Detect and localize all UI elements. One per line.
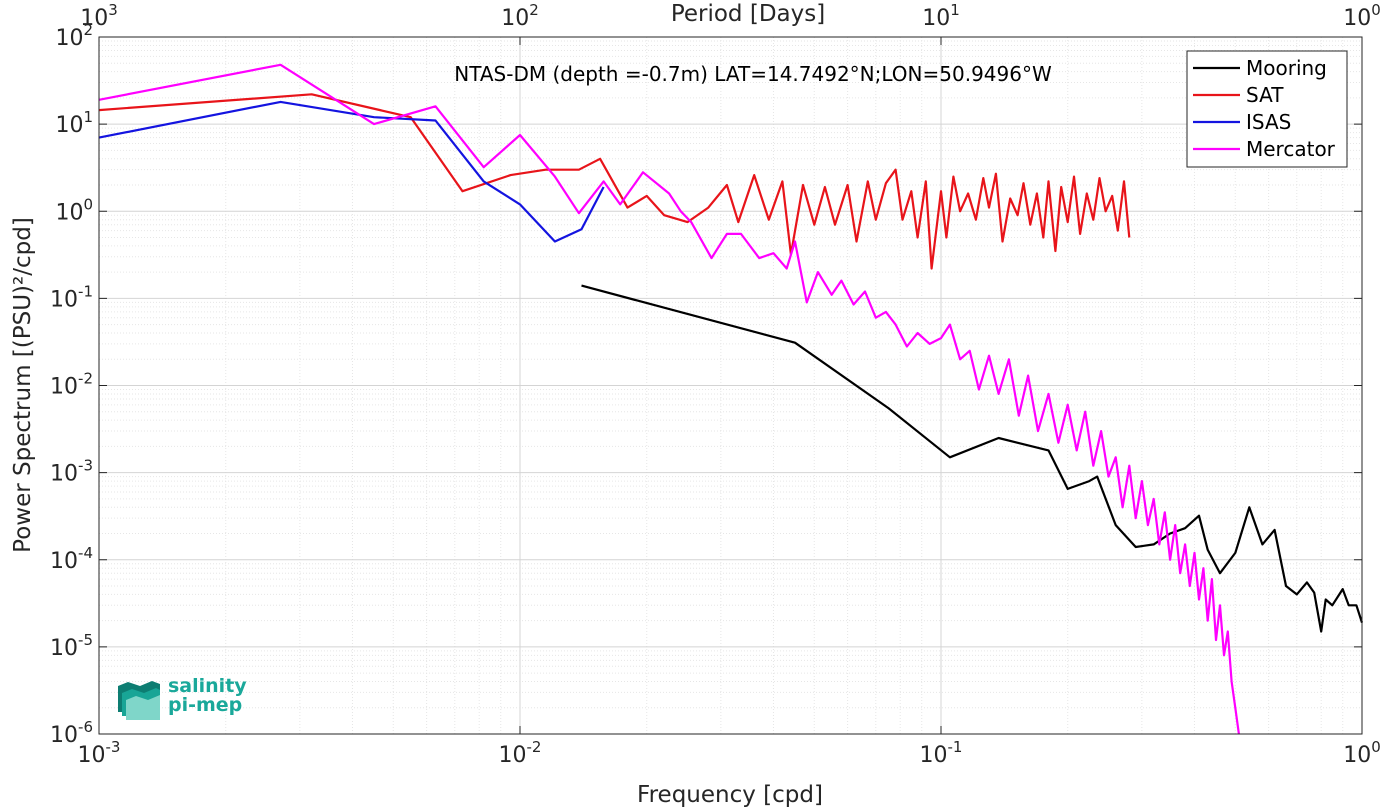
y-tick-label: 10-3 [50, 457, 93, 487]
y-axis-title: Power Spectrum [(PSU)²/cpd] [10, 217, 36, 553]
y-tick-label: 10-5 [50, 631, 93, 661]
logo-mark-icon [118, 681, 160, 720]
x-tick-label: 10-2 [499, 738, 542, 768]
series-line-sat [98, 93, 1131, 270]
y-tick-label: 100 [55, 195, 93, 225]
legend-label-mercator: Mercator [1246, 137, 1336, 161]
grid [98, 37, 1362, 735]
x-axis-title: Frequency [cpd] [637, 782, 823, 808]
x-tick-label: 10-1 [920, 738, 963, 768]
salinity-pi-mep-logo: salinity pi-mep [118, 675, 247, 720]
logo-line1: salinity [168, 675, 247, 697]
top-tick-label: 101 [922, 1, 960, 31]
x-tick-label: 10-3 [78, 738, 121, 768]
legend-label-mooring: Mooring [1246, 56, 1327, 80]
y-tick-label: 101 [55, 108, 93, 138]
series-layer [98, 63, 1364, 735]
legend-label-isas: ISAS [1246, 110, 1291, 134]
top-axis-title: Period [Days] [671, 1, 825, 27]
top-tick-label: 100 [1343, 1, 1381, 31]
legend-label-sat: SAT [1246, 83, 1284, 107]
series-line-isas [98, 100, 605, 243]
series-line-mercator [98, 63, 1240, 735]
x-tick-label: 100 [1343, 738, 1381, 768]
legend-box [1186, 50, 1348, 168]
y-tick-label: 10-4 [50, 544, 93, 574]
y-tick-label: 102 [55, 21, 93, 51]
chart-title: NTAS-DM (depth =-0.7m) LAT=14.7492°N;LON… [454, 62, 1052, 86]
y-tick-label: 10-6 [50, 718, 93, 748]
legend: Mooring SAT ISAS Mercator [1186, 50, 1348, 168]
top-tick-label: 103 [80, 1, 118, 31]
series-line-mooring [581, 284, 1364, 633]
logo-line2: pi-mep [168, 694, 242, 716]
top-tick-label: 102 [501, 1, 539, 31]
y-tick-label: 10-2 [50, 370, 93, 400]
y-tick-label: 10-1 [50, 282, 93, 312]
